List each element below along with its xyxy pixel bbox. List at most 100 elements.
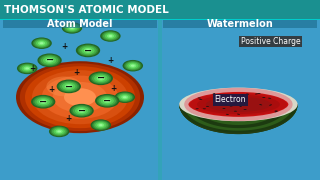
- Circle shape: [42, 76, 118, 119]
- Circle shape: [97, 95, 117, 107]
- Circle shape: [70, 27, 74, 29]
- Text: Positive Charge: Positive Charge: [241, 37, 300, 46]
- Circle shape: [125, 62, 140, 70]
- Circle shape: [91, 73, 111, 84]
- Circle shape: [99, 96, 116, 106]
- Circle shape: [36, 40, 47, 46]
- Ellipse shape: [246, 94, 249, 95]
- Circle shape: [75, 107, 88, 114]
- Circle shape: [25, 67, 29, 69]
- Circle shape: [67, 85, 71, 88]
- Circle shape: [25, 66, 135, 128]
- Circle shape: [124, 61, 141, 71]
- Ellipse shape: [244, 109, 247, 110]
- Circle shape: [97, 123, 104, 127]
- Polygon shape: [186, 104, 291, 130]
- Circle shape: [115, 91, 135, 103]
- Ellipse shape: [268, 98, 271, 99]
- Polygon shape: [215, 104, 262, 116]
- Bar: [163, 20, 317, 28]
- Ellipse shape: [237, 100, 240, 101]
- Circle shape: [123, 96, 127, 98]
- Circle shape: [39, 55, 60, 66]
- Circle shape: [57, 80, 81, 93]
- Circle shape: [41, 55, 58, 65]
- Polygon shape: [179, 104, 298, 134]
- Ellipse shape: [212, 93, 215, 94]
- Circle shape: [71, 105, 92, 116]
- Circle shape: [16, 61, 144, 133]
- Ellipse shape: [222, 108, 226, 109]
- Text: +: +: [48, 86, 54, 94]
- Text: +: +: [74, 68, 80, 77]
- Ellipse shape: [233, 99, 236, 100]
- Circle shape: [127, 62, 139, 69]
- Circle shape: [107, 34, 114, 38]
- Circle shape: [99, 124, 103, 126]
- Ellipse shape: [179, 88, 298, 121]
- Ellipse shape: [262, 97, 265, 98]
- Circle shape: [53, 82, 107, 112]
- Circle shape: [32, 70, 128, 124]
- Circle shape: [21, 65, 33, 72]
- Polygon shape: [203, 104, 274, 121]
- Ellipse shape: [234, 111, 237, 112]
- Circle shape: [40, 42, 44, 44]
- Text: −: −: [77, 106, 86, 116]
- Circle shape: [65, 84, 73, 89]
- Polygon shape: [195, 104, 282, 126]
- Circle shape: [105, 33, 116, 39]
- Polygon shape: [211, 104, 266, 117]
- Text: THOMSON'S ATOMIC MODEL: THOMSON'S ATOMIC MODEL: [4, 5, 169, 15]
- Polygon shape: [204, 104, 273, 122]
- Ellipse shape: [190, 93, 287, 116]
- Circle shape: [62, 22, 82, 34]
- Circle shape: [36, 98, 50, 105]
- Circle shape: [17, 63, 37, 74]
- Circle shape: [102, 31, 119, 41]
- Ellipse shape: [186, 90, 291, 119]
- Circle shape: [62, 83, 76, 90]
- Circle shape: [89, 71, 113, 85]
- Circle shape: [34, 39, 49, 47]
- Circle shape: [116, 92, 133, 102]
- Circle shape: [51, 127, 68, 136]
- Bar: [0, 19, 320, 20]
- Ellipse shape: [225, 104, 228, 105]
- Circle shape: [95, 122, 107, 128]
- Ellipse shape: [269, 104, 272, 106]
- Circle shape: [78, 45, 98, 56]
- Circle shape: [63, 23, 81, 33]
- Ellipse shape: [255, 93, 258, 94]
- Circle shape: [45, 58, 54, 63]
- Polygon shape: [179, 104, 298, 133]
- Bar: [0, 0, 320, 19]
- Circle shape: [41, 100, 45, 103]
- Circle shape: [97, 76, 105, 81]
- Ellipse shape: [226, 114, 229, 115]
- Ellipse shape: [199, 99, 202, 100]
- Circle shape: [117, 93, 132, 101]
- Ellipse shape: [241, 94, 244, 96]
- Text: Atom Model: Atom Model: [47, 19, 113, 29]
- Ellipse shape: [257, 93, 260, 94]
- Text: Electron: Electron: [215, 95, 246, 104]
- Polygon shape: [179, 104, 298, 134]
- Circle shape: [31, 37, 52, 49]
- Circle shape: [24, 66, 31, 70]
- Circle shape: [79, 46, 97, 55]
- Text: −: −: [84, 45, 92, 55]
- Circle shape: [19, 64, 36, 73]
- Text: +: +: [61, 42, 67, 51]
- Circle shape: [131, 65, 135, 67]
- Ellipse shape: [239, 106, 242, 107]
- Circle shape: [20, 64, 35, 73]
- Text: −: −: [39, 97, 47, 107]
- Ellipse shape: [206, 106, 209, 107]
- Circle shape: [43, 57, 56, 64]
- Ellipse shape: [259, 104, 262, 105]
- Circle shape: [92, 73, 109, 83]
- Ellipse shape: [196, 108, 199, 109]
- Polygon shape: [221, 104, 256, 113]
- Bar: [158, 19, 162, 180]
